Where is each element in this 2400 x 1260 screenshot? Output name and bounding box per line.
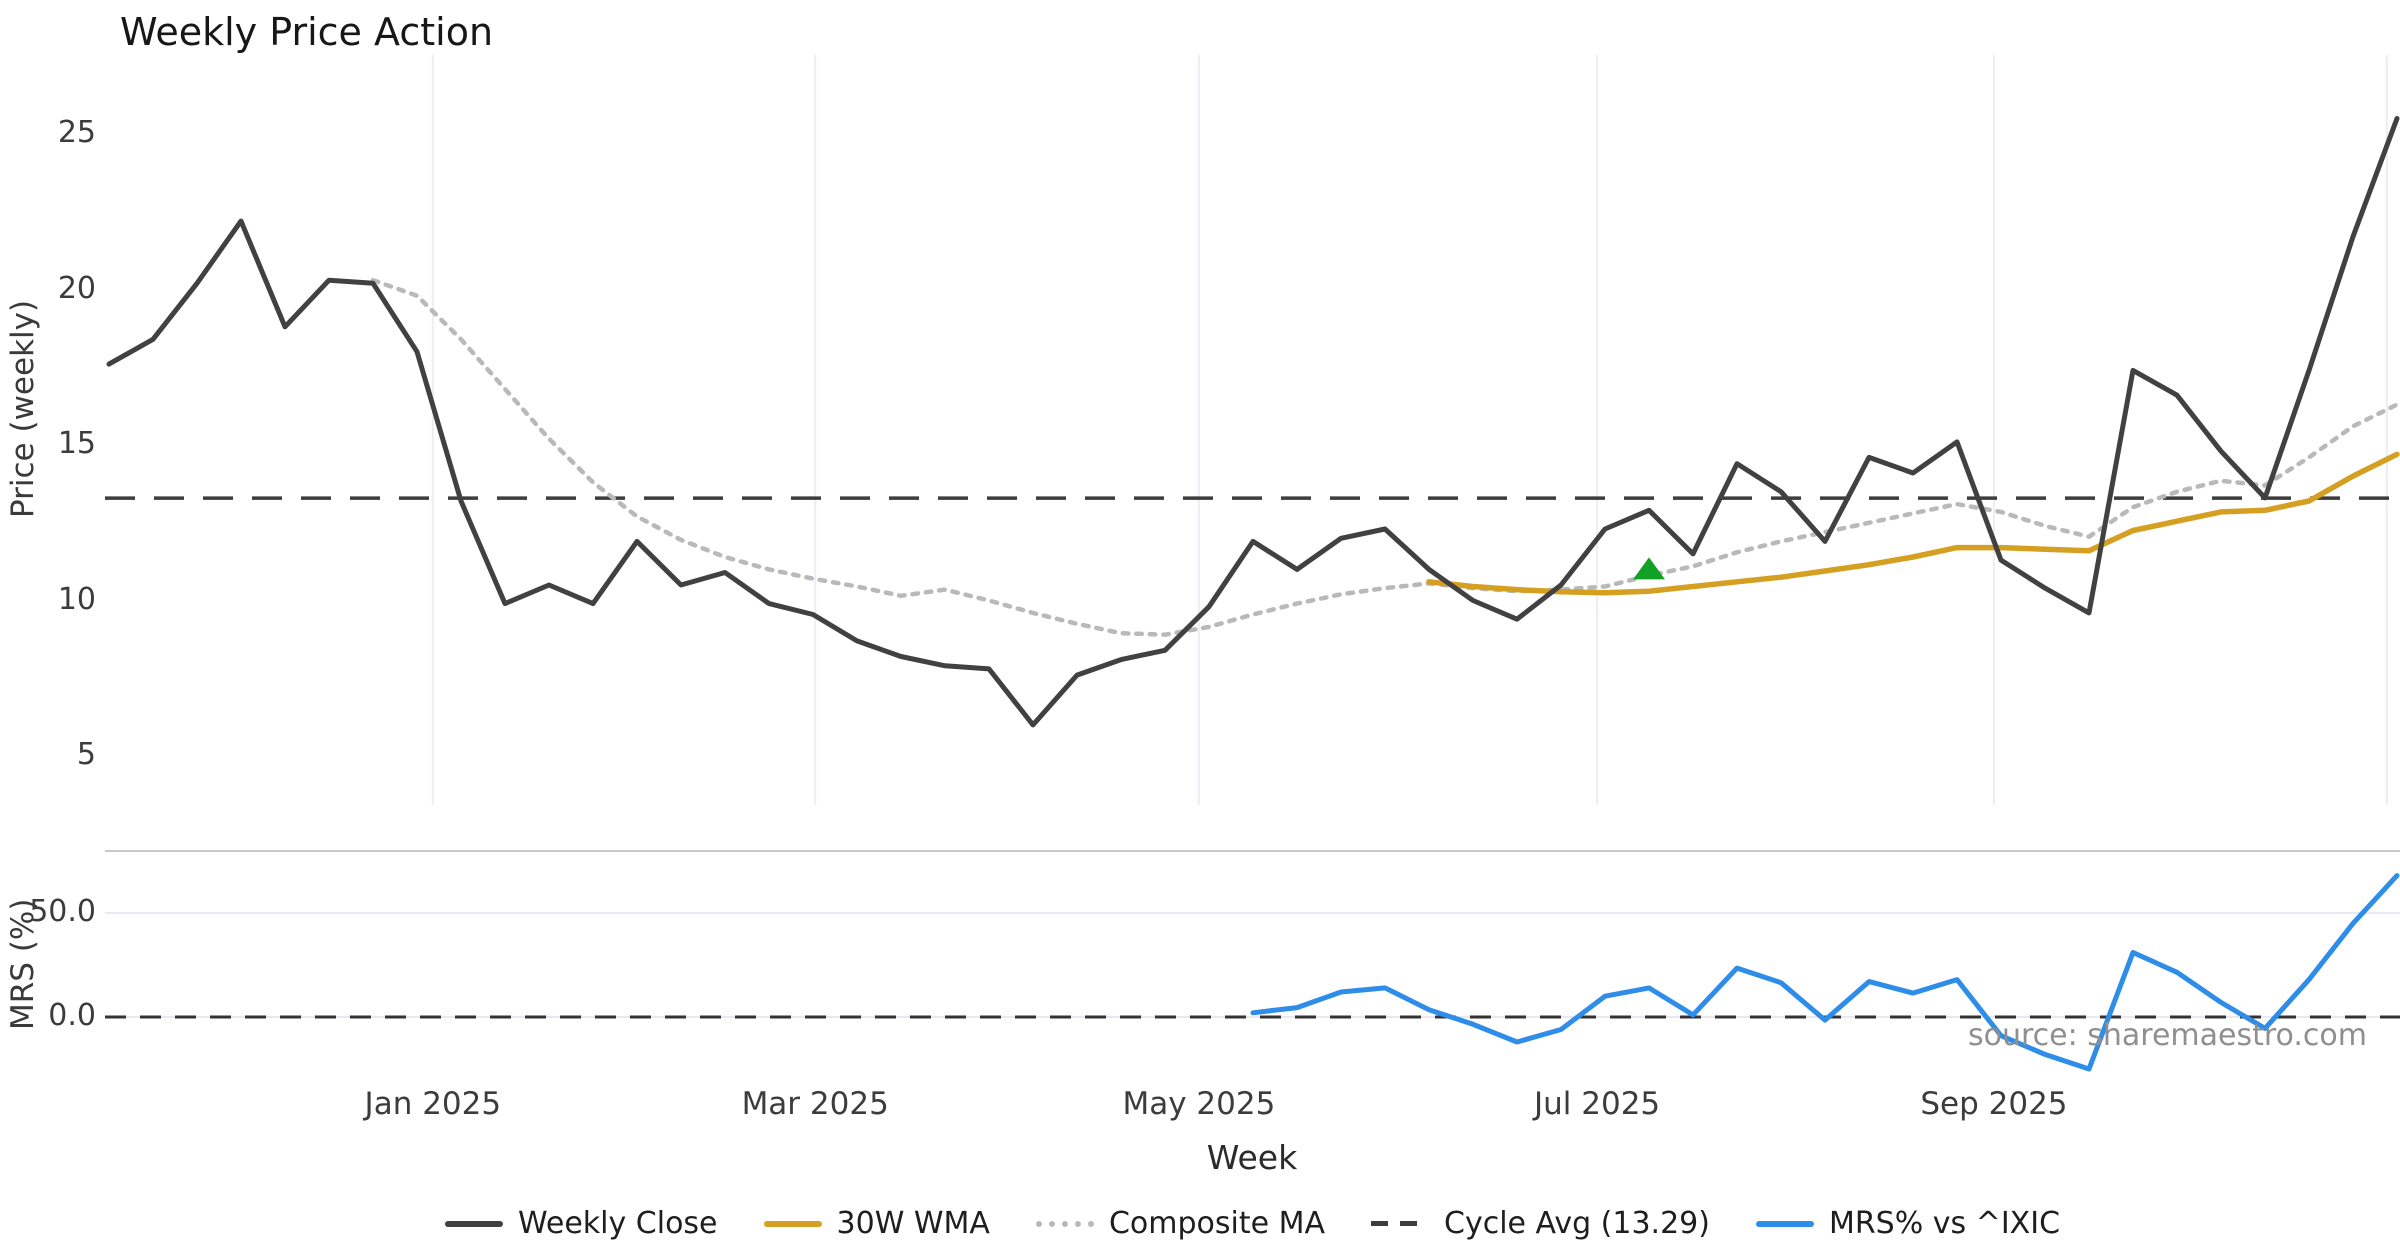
source-note: source: sharemaestro.com [1968, 1018, 2367, 1053]
legend-item: Cycle Avg (13.29) [1371, 1206, 1710, 1241]
price-ytick-label: 20 [57, 270, 96, 306]
legend-line-sample-icon [763, 1220, 822, 1227]
legend-label: Composite MA [1108, 1206, 1326, 1241]
legend-item: MRS% vs ^IXIC [1755, 1206, 2061, 1241]
price-ytick-label: 15 [57, 425, 96, 461]
signal-triangle-icon [1633, 557, 1665, 580]
legend-label: MRS% vs ^IXIC [1828, 1206, 2061, 1241]
legend-item: Composite MA [1035, 1206, 1326, 1241]
x-tick-label: Jul 2025 [1534, 1086, 1661, 1122]
mrs-line [1250, 873, 2400, 1072]
legend-line-sample-icon [1035, 1220, 1094, 1227]
weekly-close-line [106, 116, 2400, 728]
legend-label: Cycle Avg (13.29) [1444, 1206, 1710, 1241]
chart-title: Weekly Price Action [120, 10, 494, 54]
x-tick-label: May 2025 [1122, 1086, 1276, 1122]
price-ytick-label: 5 [76, 736, 96, 772]
price-ytick-label: 10 [57, 581, 96, 617]
x-axis-title: Week [1206, 1138, 1298, 1177]
mrs-ytick-label: 50.0 [29, 893, 96, 929]
x-tick-label: Sep 2025 [1920, 1086, 2068, 1122]
x-tick-label: Mar 2025 [741, 1086, 889, 1122]
wma-30w-line [1426, 451, 2400, 596]
legend: Weekly Close 30W WMA Composite MA Cycle Avg… [105, 1206, 2400, 1241]
mrs-ytick-label: 0.0 [48, 997, 96, 1033]
legend-line-sample-icon [444, 1220, 503, 1227]
legend-item: Weekly Close [444, 1206, 718, 1241]
legend-line-sample-icon [1755, 1220, 1814, 1227]
legend-item: 30W WMA [763, 1206, 990, 1241]
legend-label: 30W WMA [836, 1206, 990, 1241]
price-ytick-label: 25 [57, 114, 96, 150]
legend-line-sample-icon [1371, 1221, 1430, 1226]
legend-label: Weekly Close [517, 1206, 718, 1241]
x-tick-label: Jan 2025 [364, 1086, 502, 1122]
